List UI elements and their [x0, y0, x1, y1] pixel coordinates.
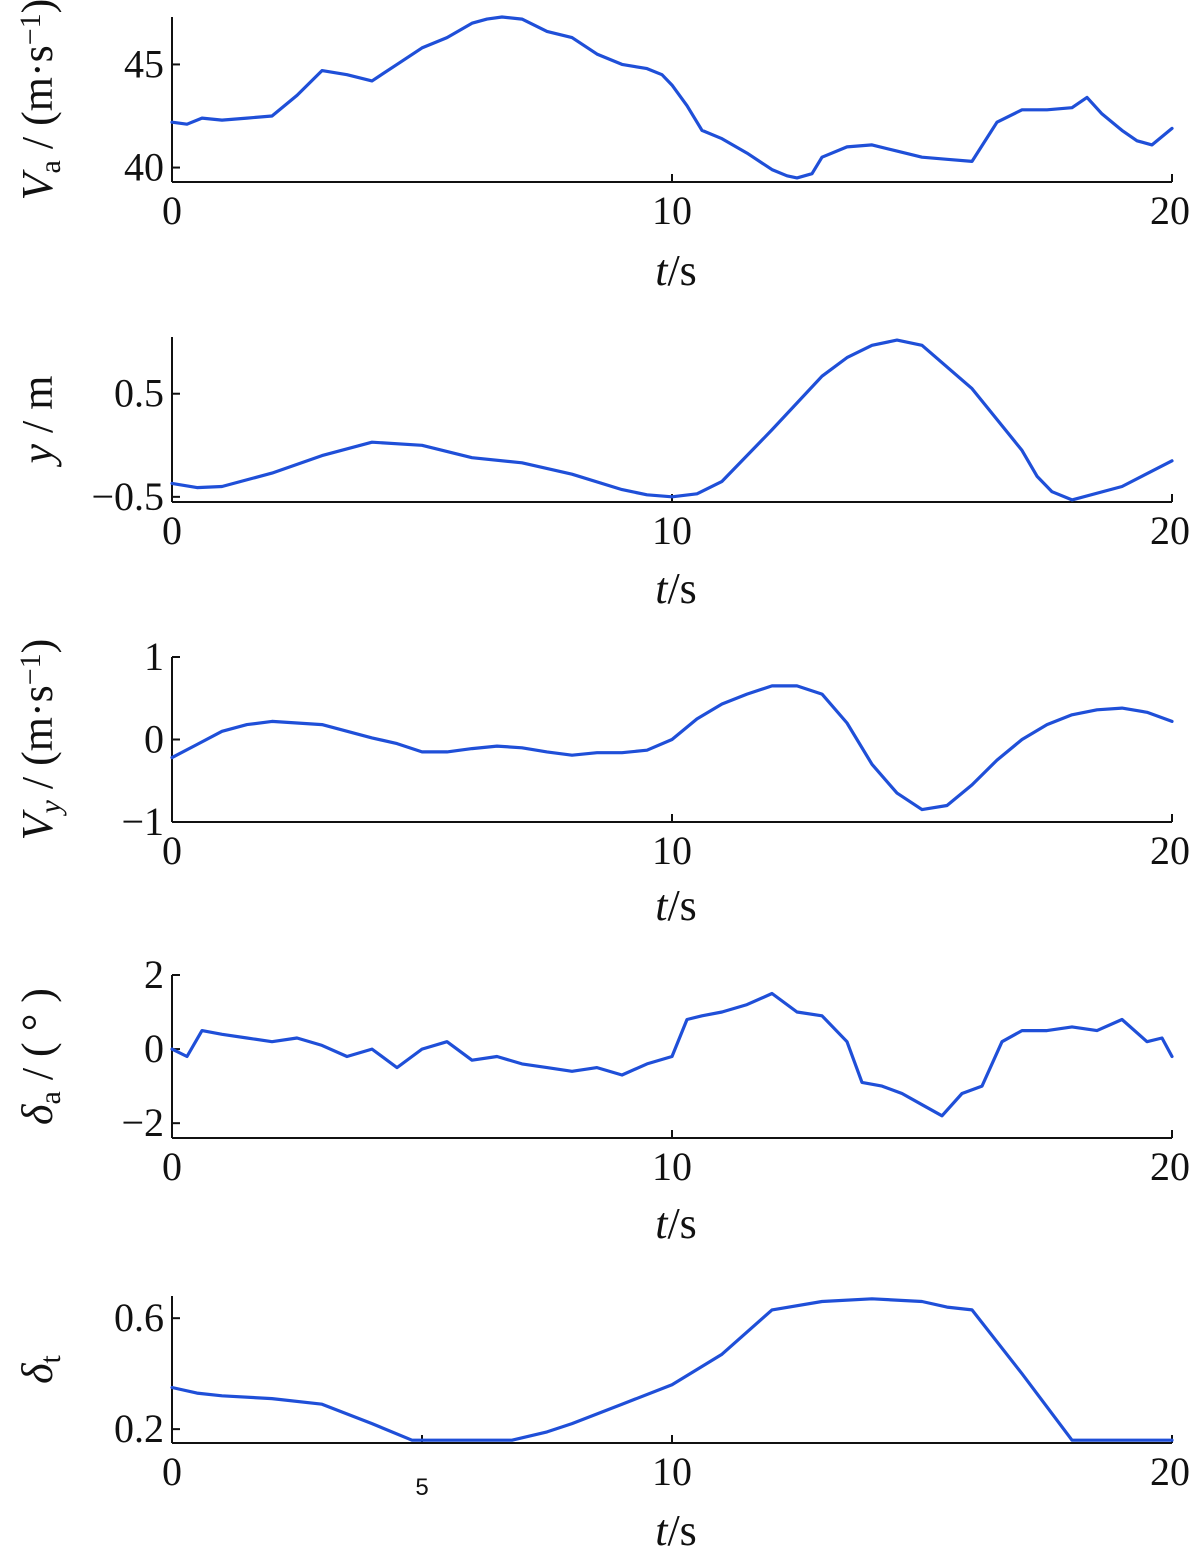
y-axis-label: y / m [13, 376, 62, 468]
y-tick-label: −1 [121, 799, 164, 844]
x-tick-label: 20 [1150, 828, 1190, 873]
series-line [170, 991, 1174, 1118]
series-line [170, 684, 1174, 812]
y-axis-label: Vy / (m·s−1) [13, 639, 67, 841]
x-tick-label: 0 [162, 1449, 182, 1494]
x-tick-label: 20 [1150, 508, 1190, 553]
series-line [170, 1297, 1174, 1442]
x-tick-label: 10 [652, 1449, 692, 1494]
y-tick-label: 0 [144, 717, 164, 762]
y-tick-label: −0.5 [91, 474, 164, 519]
x-tick-label: 10 [652, 508, 692, 553]
x-tick-label: 0 [162, 1144, 182, 1189]
x-tick-label: 5 [415, 1474, 428, 1501]
panel-2: −0.5 0.5 0 10 20 t/s y / m [13, 337, 1190, 613]
y-axis-label: δa / ( ° ) [13, 988, 67, 1125]
y-axis-label: δt [13, 1354, 67, 1383]
x-tick-label: 20 [1150, 188, 1190, 233]
y-tick-label: 2 [144, 952, 164, 997]
y-tick-label: 0.6 [114, 1295, 164, 1340]
y-tick-label: 0.2 [114, 1406, 164, 1451]
y-tick-label: 40 [124, 145, 164, 190]
panel-5: 0.2 0.6 0 5 10 20 t/s δt [13, 1295, 1190, 1553]
x-tick-label: 20 [1150, 1144, 1190, 1189]
x-axis-label: t/s [655, 246, 697, 295]
x-axis-label: t/s [655, 564, 697, 613]
x-axis-label: t/s [655, 1199, 697, 1248]
x-tick-label: 0 [162, 508, 182, 553]
y-tick-label: 45 [124, 41, 164, 86]
x-tick-label: 0 [162, 188, 182, 233]
x-axis-label: t/s [655, 1506, 697, 1553]
x-tick-label: 10 [652, 188, 692, 233]
x-tick-label: 10 [652, 1144, 692, 1189]
x-tick-label: 20 [1150, 1449, 1190, 1494]
x-axis-label: t/s [655, 881, 697, 930]
y-tick-label: 0 [144, 1026, 164, 1071]
y-tick-label: −2 [121, 1100, 164, 1145]
y-tick-label: 0.5 [114, 371, 164, 416]
y-tick-label: 1 [144, 634, 164, 679]
x-tick-label: 10 [652, 828, 692, 873]
y-axis-label: Va / (m·s−1) [13, 0, 67, 200]
series-line [170, 338, 1174, 502]
panel-1: 40 45 0 10 20 t/s Va / (m·s−1) [13, 0, 1190, 295]
series-line [170, 15, 1174, 180]
x-tick-label: 0 [162, 828, 182, 873]
